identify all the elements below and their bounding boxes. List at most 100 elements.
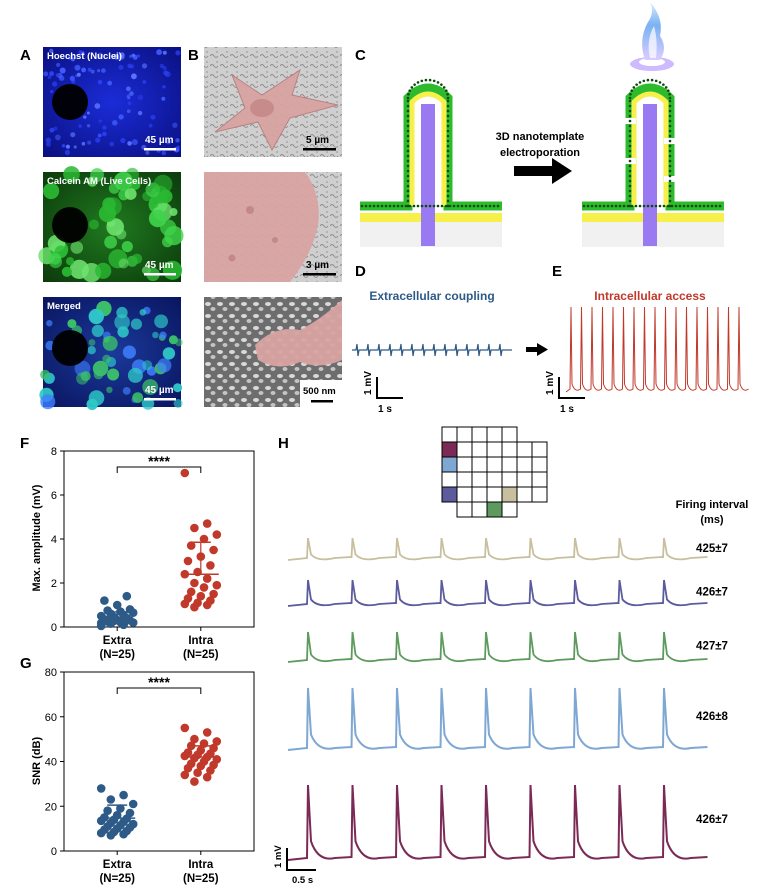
lipid-dot <box>602 204 606 208</box>
panel-f: F 0 2 4 6 8 Extra (N=25) Intra (N=25) **** Max. a… <box>20 435 255 661</box>
fluorescence-spot <box>95 262 112 279</box>
lipid-dot <box>406 169 410 173</box>
fluorescence-spot <box>161 96 166 101</box>
a-scalebar-2 <box>144 273 176 276</box>
data-point <box>183 763 193 773</box>
fluorescence-spot <box>97 69 101 73</box>
lipid-dot <box>628 169 632 173</box>
lipid-dot <box>376 204 380 208</box>
fluorescence-spot <box>126 94 131 99</box>
lipid-dot <box>446 134 450 138</box>
lipid-dot <box>468 204 472 208</box>
lipid-dot <box>446 159 450 163</box>
b-scale-text-1: 5 µm <box>306 135 329 146</box>
lipid-dot <box>662 83 665 86</box>
data-point <box>183 556 193 566</box>
fluorescence-spot <box>109 141 114 147</box>
lipid-dot <box>682 204 686 208</box>
a-scalebar-1 <box>144 148 176 151</box>
lipid-dot <box>406 199 410 203</box>
a-scale-text-3: 45 µm <box>145 385 174 396</box>
fluorescence-spot <box>40 369 50 380</box>
data-point <box>196 761 206 771</box>
fluorescence-spot <box>53 126 58 131</box>
grid-electrode <box>456 471 473 488</box>
data-point <box>116 804 125 813</box>
lipid-dot <box>406 164 410 168</box>
panel-f-letter: F <box>20 435 29 452</box>
fluorescence-spot <box>97 52 104 59</box>
lipid-dot <box>658 81 662 84</box>
fluorescence-spot <box>127 101 132 106</box>
data-point <box>180 468 190 478</box>
lipid-dot <box>668 149 672 153</box>
lipid-dot <box>628 194 632 198</box>
lipid-dot <box>610 204 614 208</box>
lipid-dot <box>446 154 450 158</box>
fluorescence-spot <box>175 50 181 56</box>
fluorescence-spot <box>97 80 103 85</box>
data-point <box>180 599 190 609</box>
h-interval-label: 426±7 <box>696 587 728 599</box>
lipid-dot <box>446 204 450 208</box>
lipid-dot <box>618 204 622 208</box>
lipid-dot <box>428 204 432 208</box>
a-scale-text-1: 45 µm <box>145 135 174 146</box>
grid-electrode-highlight <box>441 441 458 458</box>
data-point <box>186 587 196 597</box>
fluorescence-spot <box>70 241 84 254</box>
h-trace-line <box>287 631 708 663</box>
fluorescence-spot <box>90 69 95 74</box>
lipid-dot <box>428 78 432 82</box>
grid-electrode <box>471 456 488 473</box>
fluorescence-spot <box>87 346 96 355</box>
lipid-dot <box>406 104 410 108</box>
grid-electrode <box>471 501 488 518</box>
lipid-dot <box>360 204 364 208</box>
lipid-dot <box>628 119 632 123</box>
fluorescence-spot <box>173 383 183 393</box>
fluorescence-spot <box>175 138 180 143</box>
lipid-dot <box>446 149 450 153</box>
grid-electrode-highlight <box>441 486 458 503</box>
fluorescence-spot <box>162 347 176 360</box>
lipid-dot <box>446 104 450 108</box>
lipid-dot <box>446 194 450 198</box>
grid-electrode <box>516 486 533 503</box>
grid-electrode <box>531 471 548 488</box>
lipid-dot <box>668 134 672 138</box>
data-point <box>96 611 106 621</box>
fluorescence-spot <box>117 326 129 338</box>
panel-h-letter: H <box>278 435 289 452</box>
lipid-dot <box>628 144 632 148</box>
e-scalebar: 1 mV 1 s <box>545 371 585 415</box>
lipid-dot <box>492 204 496 208</box>
panel-g-letter: G <box>20 655 32 672</box>
a-label-merged: Merged <box>47 301 81 312</box>
h-traces: 425±7 426±7 427±7 426±8 426±7 <box>287 537 729 861</box>
fluorescence-spot <box>161 150 167 156</box>
fluorescence-spot <box>148 209 167 228</box>
y-tick-label: 4 <box>51 534 57 546</box>
lipid-dot <box>446 144 450 148</box>
panel-d: D Extracellular coupling 1 mV 1 s <box>352 263 512 415</box>
g-ylabel: SNR (dB) <box>31 737 43 786</box>
fluorescence-spot <box>118 258 129 269</box>
lipid-dot <box>400 204 404 208</box>
fluorescence-spot <box>40 394 56 410</box>
lipid-dot <box>622 204 626 208</box>
lipid-dot <box>664 86 668 89</box>
data-point <box>190 523 199 533</box>
grid-electrode <box>471 471 488 488</box>
lipid-dot <box>406 99 410 103</box>
lipid-dot <box>678 204 682 208</box>
lipid-dot <box>436 81 440 84</box>
lipid-dot <box>638 81 642 84</box>
y-tick-label: 0 <box>51 622 57 634</box>
lipid-dot <box>714 204 718 208</box>
h-interval-label: 427±7 <box>696 641 728 653</box>
grid-electrode <box>486 471 503 488</box>
fluorescence-spot <box>43 71 49 77</box>
fluorescence-spot <box>122 345 136 359</box>
data-point <box>190 602 199 612</box>
